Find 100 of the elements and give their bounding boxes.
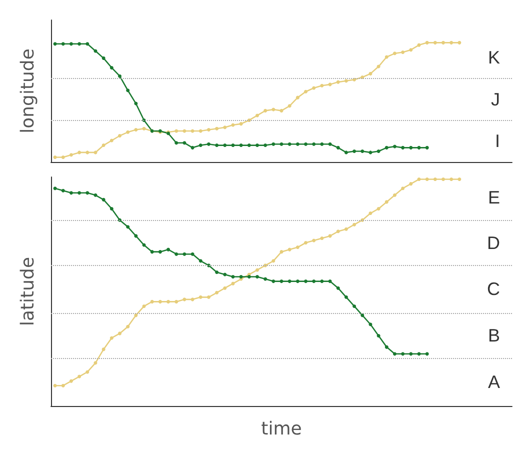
point [344,227,348,231]
point [134,128,138,132]
point [182,129,186,133]
point [126,225,130,229]
point [312,86,316,90]
point [450,178,454,182]
point [198,259,202,263]
point [401,146,405,150]
point [198,295,202,299]
point [118,74,122,78]
point [288,280,292,284]
point [392,52,396,56]
point [392,144,396,148]
point [190,146,194,150]
point [215,270,219,274]
point [198,129,202,133]
annotation: I [494,131,500,152]
annotation: J [490,89,500,110]
point [360,314,364,318]
point [158,250,162,254]
point [320,280,324,284]
point [433,40,437,44]
point [442,178,446,182]
point [78,42,82,46]
point [312,238,316,242]
point [174,141,178,145]
point [102,348,106,352]
point [166,300,170,304]
point [336,230,340,234]
annotation: D [486,232,500,253]
point [182,141,186,145]
point [150,250,154,254]
point [304,142,308,146]
point [280,142,284,146]
point [69,42,73,46]
point [409,48,413,52]
point [53,384,57,388]
point [352,222,356,226]
point [231,144,235,148]
point [247,275,251,279]
point [174,129,178,133]
point [376,150,380,154]
point [360,150,364,154]
point [247,144,251,148]
point [215,290,219,294]
y-axis-title: longitude [18,48,38,134]
point [368,212,372,216]
point [142,304,146,308]
point [78,191,82,195]
point [384,200,388,204]
point [61,188,65,192]
point [368,72,372,76]
point [61,42,65,46]
annotation: B [488,326,500,346]
point [126,324,130,328]
point [417,178,421,182]
point [255,114,259,118]
point [150,300,154,304]
point [328,142,332,146]
point [223,272,227,276]
point [336,286,340,290]
point [182,298,186,302]
point [417,352,421,356]
point [458,178,462,182]
point [102,144,106,148]
point [336,146,340,150]
point [166,248,170,252]
point [118,134,122,138]
point [288,142,292,146]
point [433,178,437,182]
point [320,236,324,240]
point [86,150,90,154]
point [94,361,98,365]
point [174,300,178,304]
point [134,102,138,106]
point [288,104,292,108]
point [61,384,65,388]
point [376,206,380,210]
point [53,186,57,190]
point [442,40,446,44]
point [296,96,300,100]
point [409,146,413,150]
point [110,66,114,70]
point [206,128,210,132]
point [61,155,65,159]
point [94,193,98,197]
point [126,88,130,92]
point [344,150,348,154]
point [239,122,243,126]
point [231,275,235,279]
point [272,259,276,263]
point [336,80,340,84]
point [264,108,268,112]
point [320,142,324,146]
point [86,42,90,46]
point [352,304,356,308]
point [384,345,388,349]
point [272,280,276,284]
point [223,144,227,148]
point [102,198,106,202]
